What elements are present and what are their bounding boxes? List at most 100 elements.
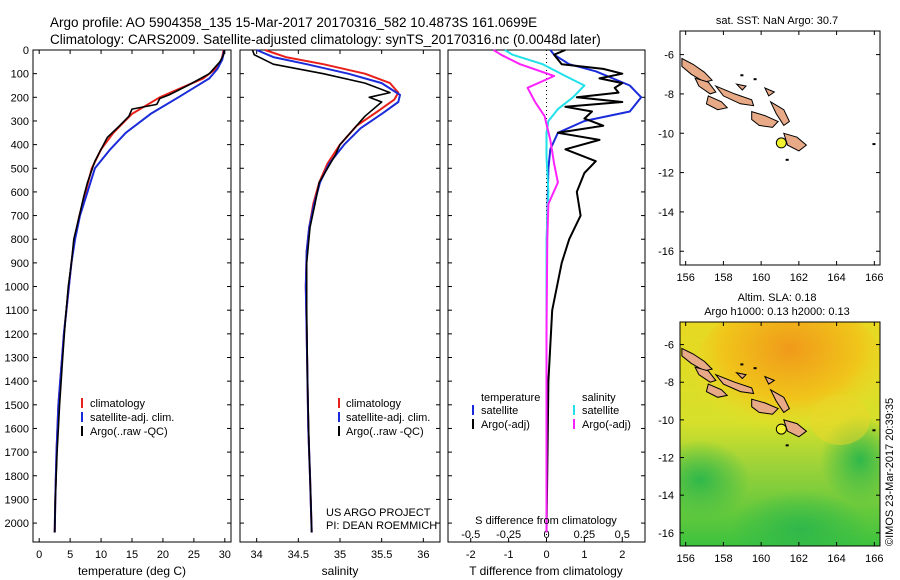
salinity-legend: climatology satellite-adj. clim. Argo(..… <box>338 398 430 438</box>
argo-position-marker <box>775 137 787 149</box>
x-tick-label: 35.5 <box>371 549 392 561</box>
y-tick-label: 1400 <box>5 376 29 388</box>
island-5 <box>769 100 791 127</box>
x-tick-label: 25 <box>188 549 200 561</box>
y-tick-label: 1800 <box>5 471 29 483</box>
y-tick-label: 900 <box>11 258 29 270</box>
map-y-tick-label: -6 <box>664 340 674 352</box>
y-tick-label: 1200 <box>5 329 29 341</box>
y-tick-label: 1100 <box>5 305 29 317</box>
temperature-legend: climatology satellite-adj. clim. Argo(..… <box>81 398 174 438</box>
island-4 <box>751 110 779 128</box>
legend-label-satellite: satellite-adj. clim. <box>346 412 430 424</box>
islet-2 <box>740 363 744 366</box>
map-y-tick-label: -12 <box>658 168 674 180</box>
map-x-tick-label: 166 <box>865 553 883 565</box>
project-name: US ARGO PROJECT <box>326 507 431 519</box>
island-7 <box>763 87 776 97</box>
x-tick-label: 0 <box>36 549 42 561</box>
x-tick-label: 5 <box>67 549 73 561</box>
legend-label-temp-satellite: satellite <box>481 405 518 417</box>
x-tick-label: 35 <box>334 549 346 561</box>
y-tick-label: 700 <box>11 211 29 223</box>
x-tick-label: 20 <box>157 549 169 561</box>
islet-1 <box>872 429 876 432</box>
map-y-tick-label: -10 <box>658 415 674 427</box>
islet-0 <box>785 444 789 447</box>
map-x-tick-label: 162 <box>790 272 808 284</box>
legend-label-sal-argo: Argo(-adj) <box>582 419 631 431</box>
salinity-xlabel: salinity <box>322 564 359 578</box>
y-tick-label: 400 <box>11 140 29 152</box>
x-tick-label: 1 <box>581 549 587 561</box>
map-y-tick-label: -8 <box>664 377 674 389</box>
legend-title-salinity: salinity <box>582 392 616 404</box>
temperature-xlabel: temperature (deg C) <box>78 564 186 578</box>
x-tick-label: 10 <box>95 549 107 561</box>
map-y-tick-label: -12 <box>658 453 674 465</box>
map-x-tick-label: 156 <box>676 553 694 565</box>
y-tick-label: 200 <box>11 92 29 104</box>
map-y-tick-label: -14 <box>658 490 674 502</box>
header-line-2: Climatology: CARS2009. Satellite-adjuste… <box>50 32 601 47</box>
difference-legend: temperature satellite Argo(-adj) salinit… <box>472 392 631 431</box>
sst-map-panel: sat. SST: NaN Argo: 30.7 156 158 160 162 164… <box>658 15 883 284</box>
legend-label-argo: Argo(..raw -QC) <box>90 426 168 438</box>
island-6 <box>783 419 808 438</box>
y-tick-label: 0 <box>23 45 29 57</box>
sst-map-title: sat. SST: NaN Argo: 30.7 <box>716 15 838 27</box>
map-x-tick-label: 160 <box>752 272 770 284</box>
x-tick-label: 0 <box>543 549 549 561</box>
island-1 <box>694 366 717 383</box>
x-tick-label: -1 <box>504 549 514 561</box>
map-x-tick-label: 162 <box>790 553 808 565</box>
island-7 <box>763 375 776 385</box>
island-2 <box>714 373 755 395</box>
islet-1 <box>872 143 876 146</box>
map-x-tick-label: 160 <box>752 553 770 565</box>
s-tick-label: -0.25 <box>496 529 521 541</box>
salinity-plot-frame <box>239 49 441 543</box>
islet-0 <box>785 158 789 161</box>
y-tick-label: 1600 <box>5 423 29 435</box>
island-3 <box>705 95 729 111</box>
island-8 <box>735 371 747 380</box>
sla-map-title-2: Argo h1000: 0.13 h2000: 0.13 <box>704 306 850 318</box>
sla-map-frame <box>679 321 881 547</box>
timestamp: ©IMOS 23-Mar-2017 20:39:35 <box>884 398 896 546</box>
series-line-3 <box>492 49 559 533</box>
legend-title-temperature: temperature <box>481 392 540 404</box>
island-4 <box>751 398 779 415</box>
header-line-1: Argo profile: AO 5904358_135 15-Mar-2017… <box>50 15 537 30</box>
map-x-tick-label: 158 <box>714 553 732 565</box>
y-tick-label: 500 <box>11 163 29 175</box>
series-line-2 <box>251 49 391 533</box>
y-tick-label: 100 <box>11 69 29 81</box>
x-tick-label: 2 <box>619 549 625 561</box>
s-tick-label: -0.5 <box>461 529 480 541</box>
argo-position-marker <box>775 423 787 435</box>
x-tick-label: 36 <box>417 549 429 561</box>
map-x-tick-label: 164 <box>827 553 845 565</box>
s-tick-label: 0.5 <box>615 529 630 541</box>
y-tick-label: 1500 <box>5 400 29 412</box>
island-2 <box>714 84 755 107</box>
x-tick-label: 34.5 <box>288 549 309 561</box>
y-tick-label: 800 <box>11 234 29 246</box>
island-1 <box>694 77 717 95</box>
s-tick-label: 0.25 <box>574 529 595 541</box>
island-6 <box>783 132 808 152</box>
sla-map-title-1: Altim. SLA: 0.18 <box>738 292 817 304</box>
x-tick-label: -2 <box>466 549 476 561</box>
y-tick-label: 1900 <box>5 494 29 506</box>
island-8 <box>735 83 747 91</box>
salinity-panel: 34 34.5 35 35.5 36 salinity climatology sate… <box>239 49 441 578</box>
map-y-tick-label: -14 <box>658 207 674 219</box>
sla-map-panel: Altim. SLA: 0.18 Argo h1000: 0.13 h2000:… <box>658 292 883 565</box>
map-y-tick-label: -10 <box>658 128 674 140</box>
x-tick-label: 15 <box>126 549 138 561</box>
map-y-tick-label: -16 <box>658 528 674 540</box>
map-y-tick-label: -8 <box>664 89 674 101</box>
island-3 <box>705 383 729 398</box>
